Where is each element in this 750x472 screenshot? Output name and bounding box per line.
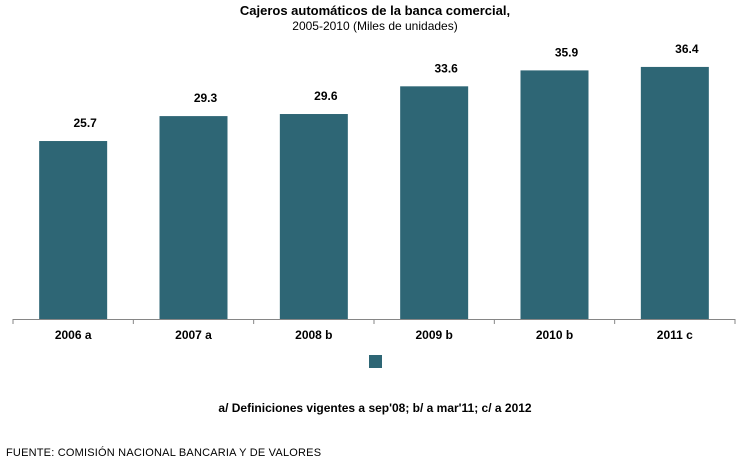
data-label: 35.9	[555, 45, 579, 59]
x-tick-label: 2007 a	[175, 328, 212, 342]
bar	[640, 66, 709, 320]
data-label: 36.4	[675, 42, 699, 56]
bar	[39, 141, 108, 319]
data-label: 33.6	[434, 61, 458, 75]
x-tick-label: 2009 b	[415, 328, 452, 342]
bar	[159, 116, 228, 319]
source-note: FUENTE: COMISIÓN NACIONAL BANCARIA Y DE …	[6, 447, 322, 459]
x-tick-label: 2008 b	[295, 328, 332, 342]
bar	[279, 114, 348, 320]
footnote: a/ Definiciones vigentes a sep'08; b/ a …	[218, 401, 532, 415]
data-label: 25.7	[73, 116, 97, 130]
data-label: 29.3	[194, 91, 218, 105]
x-tick-label: 2006 a	[55, 328, 92, 342]
legend-swatch	[369, 355, 382, 368]
chart-subtitle: 2005-2010 (Miles de unidades)	[292, 19, 458, 33]
bar	[520, 70, 589, 319]
bar	[400, 86, 469, 319]
x-tick-label: 2011 c	[657, 328, 693, 342]
data-label: 29.6	[314, 89, 338, 103]
chart-title: Cajeros automáticos de la banca comercia…	[239, 3, 511, 18]
x-tick-label: 2010 b	[536, 328, 573, 342]
